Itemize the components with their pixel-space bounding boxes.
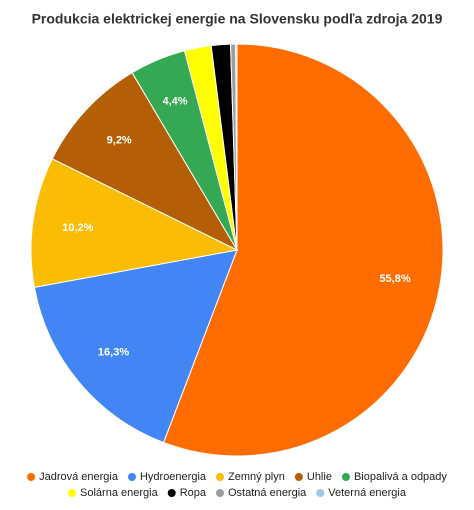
slice-label: 10,2% bbox=[62, 222, 93, 234]
pie-slice bbox=[162, 43, 444, 457]
legend-swatch bbox=[167, 489, 176, 497]
slice-label: 4,4% bbox=[163, 96, 188, 108]
slice-label: 16,3% bbox=[98, 347, 129, 359]
legend-swatch bbox=[127, 473, 136, 481]
legend-swatch bbox=[216, 489, 225, 497]
legend-swatch bbox=[341, 473, 350, 481]
legend-label: Hydroenergia bbox=[140, 471, 207, 483]
legend-label: Veterná energia bbox=[328, 487, 407, 499]
chart-title: Produkcia elektrickej energie na Slovens… bbox=[32, 11, 443, 27]
legend-label: Ropa bbox=[180, 487, 207, 499]
legend-label: Jadrová energia bbox=[39, 471, 119, 483]
pie-slice bbox=[235, 43, 238, 251]
slice-label: 55,8% bbox=[379, 273, 410, 285]
legend-swatch bbox=[68, 489, 77, 497]
legend-label: Ostatná energia bbox=[228, 487, 307, 499]
legend-label: Uhlie bbox=[307, 471, 332, 483]
legend-label: Zemný plyn bbox=[228, 471, 285, 483]
legend-label: Biopalivá a odpady bbox=[354, 471, 447, 483]
legend-swatch bbox=[316, 489, 325, 497]
pie-slice bbox=[51, 72, 239, 252]
legend-swatch bbox=[27, 473, 36, 481]
pie-slice bbox=[30, 158, 239, 288]
legend-swatch bbox=[216, 473, 225, 481]
legend-swatch bbox=[294, 473, 303, 481]
slice-label: 9,2% bbox=[107, 135, 132, 147]
legend-label: Solárna energia bbox=[80, 487, 159, 499]
pie-slice bbox=[33, 249, 238, 444]
